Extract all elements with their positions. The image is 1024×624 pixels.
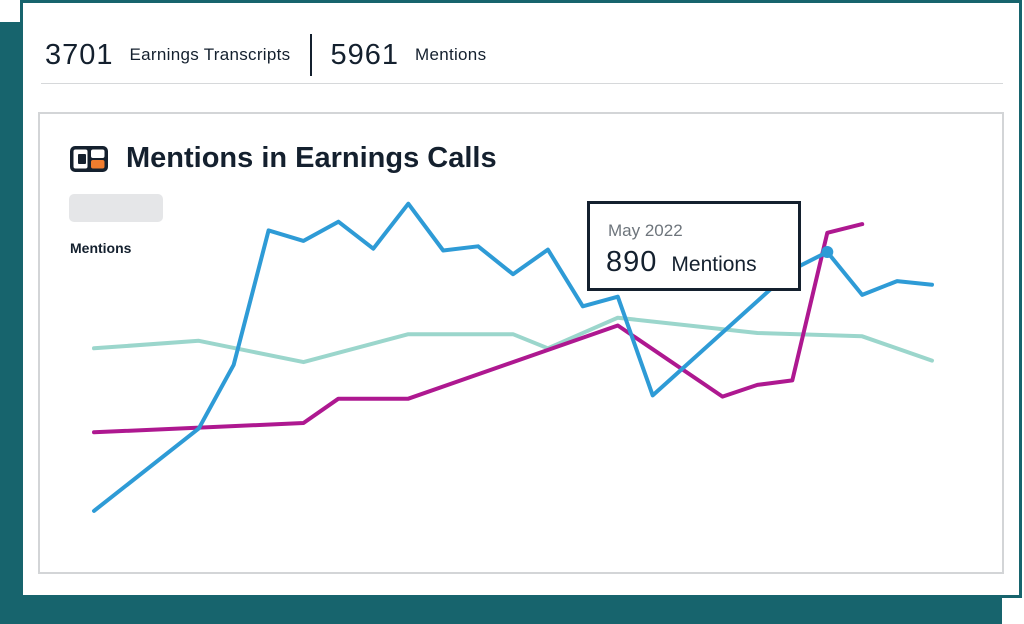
stats-divider-line (41, 83, 1003, 84)
tooltip-unit: Mentions (671, 253, 757, 276)
transcripts-label: Earnings Transcripts (129, 45, 291, 64)
main-card: 3701 Earnings Transcripts 5961 Mentions … (20, 0, 1022, 598)
series-line-3[interactable] (92, 222, 865, 435)
brand-logo-icon (70, 145, 108, 172)
chart-title: Mentions in Earnings Calls (126, 142, 497, 174)
series-line-1[interactable] (92, 201, 934, 513)
mentions-label: Mentions (414, 45, 487, 64)
highlight-point[interactable] (821, 246, 834, 258)
filter-placeholder[interactable] (69, 194, 163, 222)
tooltip-value: 890 (606, 246, 658, 278)
series-line-2[interactable] (92, 315, 934, 365)
tooltip-date: May 2022 (608, 221, 683, 240)
y-axis-label: Mentions (70, 240, 132, 256)
chart-panel: Mentions in Earnings Calls Mentions May … (38, 112, 1004, 574)
stats-bar: 3701 Earnings Transcripts 5961 Mentions (45, 31, 486, 79)
mentions-count: 5961 (330, 38, 399, 71)
transcripts-count: 3701 (45, 38, 114, 71)
stats-divider (310, 34, 313, 76)
chart-header: Mentions in Earnings Calls (70, 142, 497, 175)
line-chart (92, 201, 934, 513)
chart-tooltip: May 2022 890 Mentions (587, 201, 801, 291)
tooltip-value-row: 890 Mentions (606, 246, 757, 279)
